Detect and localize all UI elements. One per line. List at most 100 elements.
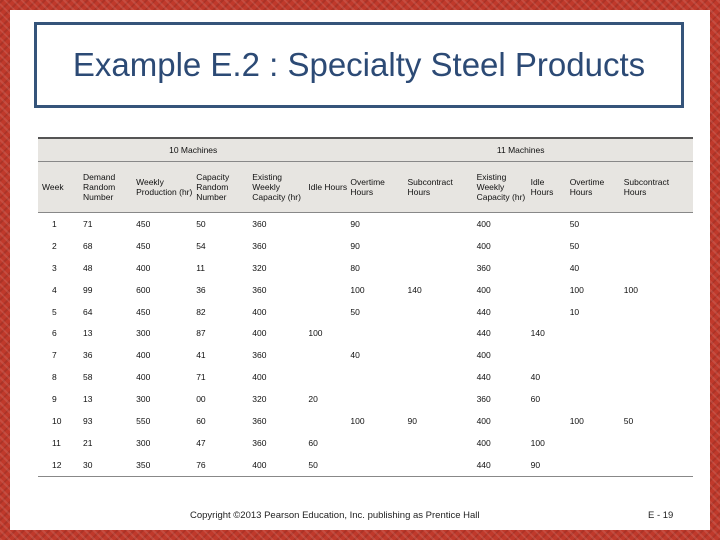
table-cell: [306, 301, 348, 323]
table-cell: 360: [252, 350, 267, 361]
table-cell: [405, 257, 474, 279]
table-cell: 4: [52, 284, 57, 295]
table-cell: [405, 301, 474, 323]
table-cell: 360: [252, 437, 267, 448]
table-cell: [348, 322, 405, 344]
table-cell: 99: [83, 284, 93, 295]
table-cell: 400: [476, 284, 491, 295]
table-cell: 13: [83, 328, 93, 339]
table-cell: [529, 279, 568, 301]
column-header: Existing Weekly Capacity (hr): [250, 161, 307, 213]
group-header-11-machines: 11 Machines: [348, 137, 693, 162]
table-cell: 90: [350, 218, 360, 229]
table-cell: 300: [136, 394, 151, 405]
table-cell: [306, 410, 348, 432]
table-cell: 360: [252, 240, 267, 251]
table-cell: 300: [136, 437, 151, 448]
table-cell: [622, 432, 693, 454]
table-cell: 440: [476, 306, 491, 317]
column-header: Overtime Hours: [348, 161, 406, 213]
table-cell: 400: [136, 350, 151, 361]
table-cell: 450: [136, 218, 151, 229]
table-cell: [568, 366, 622, 388]
table-cell: 36: [83, 350, 93, 361]
copyright-footer: Copyright ©2013 Pearson Education, Inc. …: [190, 510, 480, 521]
table-cell: [348, 432, 405, 454]
table-cell: 40: [530, 372, 541, 383]
table-row: 1 71 450 50 360 90 400 50: [38, 213, 693, 235]
table-cell: 360: [252, 284, 267, 295]
table-cell: [529, 257, 568, 279]
table-cell: 100: [569, 284, 584, 295]
table-cell: 300: [136, 328, 151, 339]
table-cell: 50: [569, 240, 580, 251]
table-cell: 600: [136, 284, 151, 295]
table-cell: 87: [196, 328, 206, 339]
column-header: Overtime Hours: [567, 161, 622, 213]
table-cell: 41: [196, 350, 206, 361]
table-cell: 90: [407, 415, 417, 426]
table-cell: 00: [196, 394, 206, 405]
column-header: Existing Weekly Capacity (hr): [474, 161, 529, 213]
table-cell: 71: [196, 372, 206, 383]
table-cell: 10: [569, 306, 580, 317]
table-cell: 68: [83, 240, 93, 251]
table-row: 11 21 300 47 360 60 400 100: [38, 432, 693, 454]
table-cell: [567, 453, 622, 477]
table-cell: 47: [196, 437, 206, 448]
table-cell: [306, 279, 348, 301]
table-cell: 48: [83, 262, 93, 273]
table-cell: 400: [252, 372, 267, 383]
table-cell: [568, 432, 622, 454]
table-cell: [622, 235, 693, 257]
table-cell: 400: [476, 350, 491, 361]
table-cell: 350: [134, 453, 195, 477]
table-cell: [529, 301, 568, 323]
table-row: 4 99 600 36 360 100 140 400 100 100: [38, 279, 693, 301]
table-cell: [529, 213, 568, 235]
table-cell: [405, 453, 475, 477]
table-row: 8 58 400 71 400 440 40: [38, 366, 693, 388]
table-cell: [621, 453, 693, 477]
table-cell: 360: [252, 218, 267, 229]
table-cell: [405, 432, 474, 454]
table-cell: [529, 235, 568, 257]
table-cell: 1: [52, 218, 57, 229]
table-cell: 58: [83, 372, 93, 383]
table-cell: 71: [83, 218, 93, 229]
table-cell: 140: [407, 284, 422, 295]
table-cell: 400: [136, 262, 151, 273]
table-row: 10 93 550 60 360 100 90 400 100 50: [38, 410, 693, 432]
table-cell: [568, 322, 622, 344]
table-cell: 10: [52, 415, 62, 426]
table-cell: 82: [196, 306, 206, 317]
table-cell: 50: [350, 306, 360, 317]
table-cell: [306, 257, 348, 279]
table-cell: [405, 213, 474, 235]
table-cell: 9: [52, 394, 57, 405]
table-cell: 450: [136, 240, 151, 251]
table-cell: 2: [52, 240, 57, 251]
table-cell: 30: [81, 453, 135, 477]
table-cell: 20: [308, 394, 318, 405]
table-cell: 550: [136, 415, 151, 426]
table-cell: 50: [306, 453, 349, 477]
table-cell: 54: [196, 240, 206, 251]
table-cell: 40: [350, 350, 360, 361]
table-cell: [306, 235, 348, 257]
table-cell: 93: [83, 415, 93, 426]
table-cell: [306, 213, 348, 235]
table-cell: [622, 366, 693, 388]
column-header: Subcontract Hours: [405, 161, 475, 213]
table-cell: [405, 322, 474, 344]
table-cell: 60: [530, 394, 541, 405]
table-cell: 400: [136, 372, 151, 383]
table-cell: 360: [252, 415, 267, 426]
table-cell: 5: [52, 306, 57, 317]
table-cell: [622, 301, 693, 323]
table-cell: [405, 366, 474, 388]
table-cell: 76: [194, 453, 251, 477]
table-cell: [405, 235, 474, 257]
table-cell: [348, 388, 405, 410]
table-cell: 140: [530, 328, 545, 339]
